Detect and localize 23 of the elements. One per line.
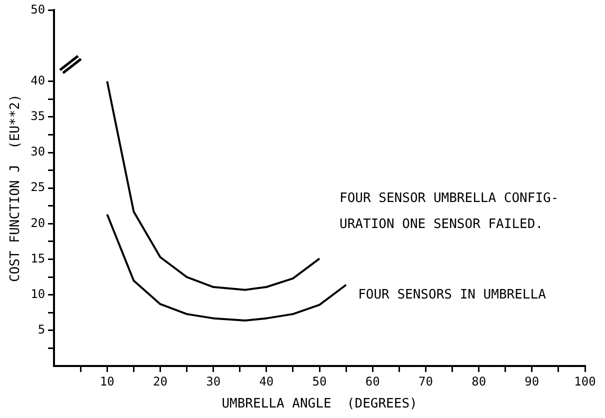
x-tick-label: 70	[418, 374, 433, 388]
x-tick-label: 10	[100, 374, 114, 388]
x-tick-label: 20	[153, 374, 168, 388]
text: FOUR SENSOR UMBRELLA CONFIG- URATION ONE SENSOR FAILED.	[340, 190, 559, 232]
y-tick-label: 5	[38, 322, 46, 337]
y-tick-label: 30	[30, 144, 46, 159]
y-tick-label: 40	[30, 73, 46, 88]
x-tick-label: 80	[472, 374, 486, 388]
y-tick-label: 50	[30, 2, 46, 16]
y-tick-label: 15	[30, 251, 46, 266]
x-tick-label: 40	[259, 374, 274, 388]
y-tick-label: 35	[30, 109, 46, 124]
x-tick-label: 90	[524, 374, 540, 388]
y-tick-label: 10	[30, 286, 46, 301]
y-tick-label: 20	[30, 216, 46, 230]
y-tick-label: 25	[30, 180, 46, 194]
x-tick-label: 30	[206, 374, 221, 388]
y-axis-title: COST FUNCTION J (EU**2)	[8, 94, 24, 282]
x-tick-label: 100	[574, 374, 596, 388]
series-label: FOUR SENSORS IN UMBRELLA	[358, 287, 546, 302]
x-tick-label: 60	[365, 374, 380, 388]
x-axis-title: UMBRELLA ANGLE (DEGREES)	[222, 396, 418, 412]
x-tick-label: 50	[312, 374, 327, 388]
